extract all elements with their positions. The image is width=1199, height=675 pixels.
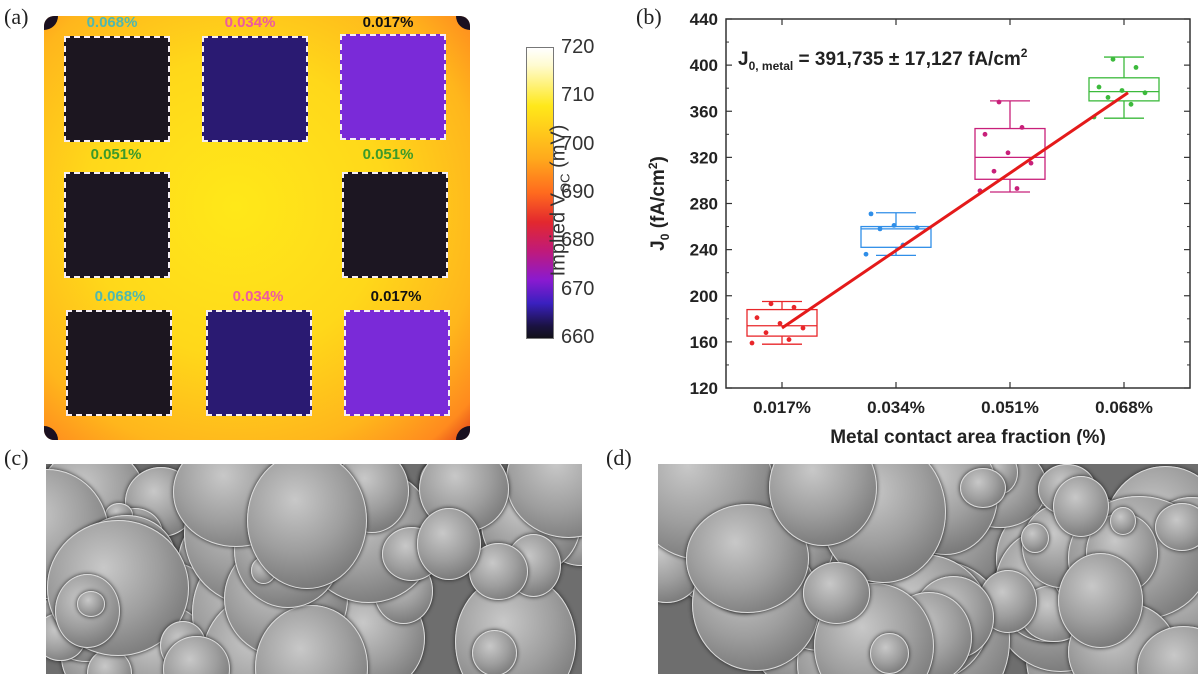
- data-point: [1096, 84, 1102, 90]
- data-point: [1014, 186, 1020, 191]
- metal-fraction-region: [66, 310, 172, 416]
- data-point: [768, 301, 774, 307]
- y-tick-label: 280: [690, 195, 718, 214]
- metal-fraction-region: [206, 310, 312, 416]
- data-point: [1110, 56, 1116, 62]
- box-0.034%: [860, 211, 932, 257]
- data-point: [1019, 124, 1025, 130]
- y-tick-label: 200: [690, 287, 718, 306]
- cell-label: 0.017%: [362, 16, 414, 31]
- metal-fraction-region: [64, 36, 170, 142]
- powder-particle: [1154, 502, 1198, 552]
- panel-label-a: (a): [4, 4, 29, 29]
- heatmap-corner: [44, 426, 58, 440]
- colorbar-tick-label: 710: [561, 84, 595, 107]
- data-point: [791, 304, 797, 310]
- panel-label-c: (c): [4, 445, 29, 470]
- data-point: [754, 315, 760, 321]
- cell-label: 0.034%: [224, 16, 276, 31]
- data-point: [991, 168, 997, 174]
- sem-image-c: [46, 464, 582, 674]
- implied-voc-heatmap: 0.068% 0.034% 0.017% 0.051% 0.051% 0.068…: [44, 16, 470, 440]
- data-point: [877, 226, 883, 232]
- cell-label: 0.034%: [232, 288, 284, 305]
- powder-particle: [1053, 476, 1110, 538]
- powder-particle: [246, 464, 367, 590]
- panel-label-b: (b): [636, 4, 662, 29]
- heatmap-corner: [456, 16, 470, 30]
- colorbar-tick-label: 720: [561, 36, 595, 58]
- data-point: [800, 325, 806, 331]
- powder-particle: [870, 632, 910, 674]
- metal-fraction-region: [342, 172, 448, 278]
- box-0.068%: [1088, 56, 1160, 120]
- metal-fraction-region: [344, 310, 450, 416]
- y-tick-label: 240: [690, 241, 718, 260]
- heatmap-corner: [456, 426, 470, 440]
- data-point: [763, 330, 769, 336]
- data-point: [914, 225, 920, 231]
- data-point: [1128, 101, 1134, 107]
- data-point: [868, 211, 874, 217]
- y-tick-label: 360: [690, 102, 718, 121]
- data-point: [777, 321, 783, 326]
- y-tick-label: 120: [690, 379, 718, 398]
- y-tick-label: 400: [690, 56, 718, 75]
- j0-box-plot: 120 160 200 240 280 320 360 400 440 0.017% 0.034% 0…: [646, 10, 1191, 445]
- colorbar-tick-label: 680: [561, 229, 595, 252]
- data-point: [891, 223, 897, 228]
- powder-particle: [417, 508, 482, 580]
- box-0.051%: [974, 99, 1046, 194]
- y-tick-label: 440: [690, 10, 718, 29]
- box-0.017%: [746, 300, 818, 346]
- cell-label: 0.017%: [370, 288, 422, 305]
- panel-label-d: (d): [606, 445, 632, 470]
- cell-label: 0.068%: [86, 16, 138, 31]
- data-point: [786, 337, 792, 342]
- colorbar: [526, 47, 554, 339]
- x-tick-label: 0.017%: [753, 398, 811, 417]
- powder-particle: [802, 562, 871, 624]
- fit-annotation: J0, metal = 391,735 ± 17,127 fA/cm2: [738, 46, 1028, 73]
- metal-fraction-region: [64, 172, 170, 278]
- colorbar-tick-label: 690: [561, 181, 595, 203]
- data-point: [749, 340, 755, 346]
- data-point: [1142, 90, 1148, 96]
- data-point: [982, 131, 988, 137]
- powder-particle: [1058, 552, 1143, 648]
- data-point: [863, 251, 869, 257]
- x-tick-label: 0.051%: [981, 398, 1039, 417]
- powder-particle: [1021, 523, 1050, 554]
- data-point: [996, 99, 1002, 105]
- x-axis-label: Metal contact area fraction (%): [830, 427, 1106, 445]
- powder-particle: [76, 591, 106, 617]
- colorbar-tick-label: 670: [561, 277, 595, 300]
- data-point: [1005, 150, 1011, 156]
- plot-frame: [725, 18, 1191, 389]
- colorbar-tick-label: 700: [561, 132, 595, 155]
- powder-particle: [471, 629, 518, 674]
- powder-particle: [1109, 506, 1136, 536]
- cell-label: 0.051%: [362, 146, 414, 163]
- data-point: [1028, 160, 1034, 166]
- cell-label: 0.068%: [94, 288, 146, 305]
- x-tick-label: 0.068%: [1095, 398, 1153, 417]
- metal-fraction-region: [202, 36, 308, 142]
- powder-particle: [959, 468, 1006, 509]
- data-point: [1119, 88, 1125, 93]
- metal-fraction-region: [340, 34, 446, 140]
- cell-label: 0.051%: [90, 146, 142, 163]
- y-tick-label: 320: [690, 148, 718, 167]
- sem-image-d: [658, 464, 1198, 674]
- x-tick-label: 0.034%: [867, 398, 925, 417]
- colorbar-tick-label: 660: [561, 326, 595, 348]
- y-tick-label: 160: [690, 333, 718, 352]
- data-point: [1133, 65, 1139, 70]
- linear-fit-line: [781, 91, 1129, 330]
- y-axis-label: J0 (fA/cm2): [646, 156, 672, 251]
- data-point: [1105, 95, 1111, 100]
